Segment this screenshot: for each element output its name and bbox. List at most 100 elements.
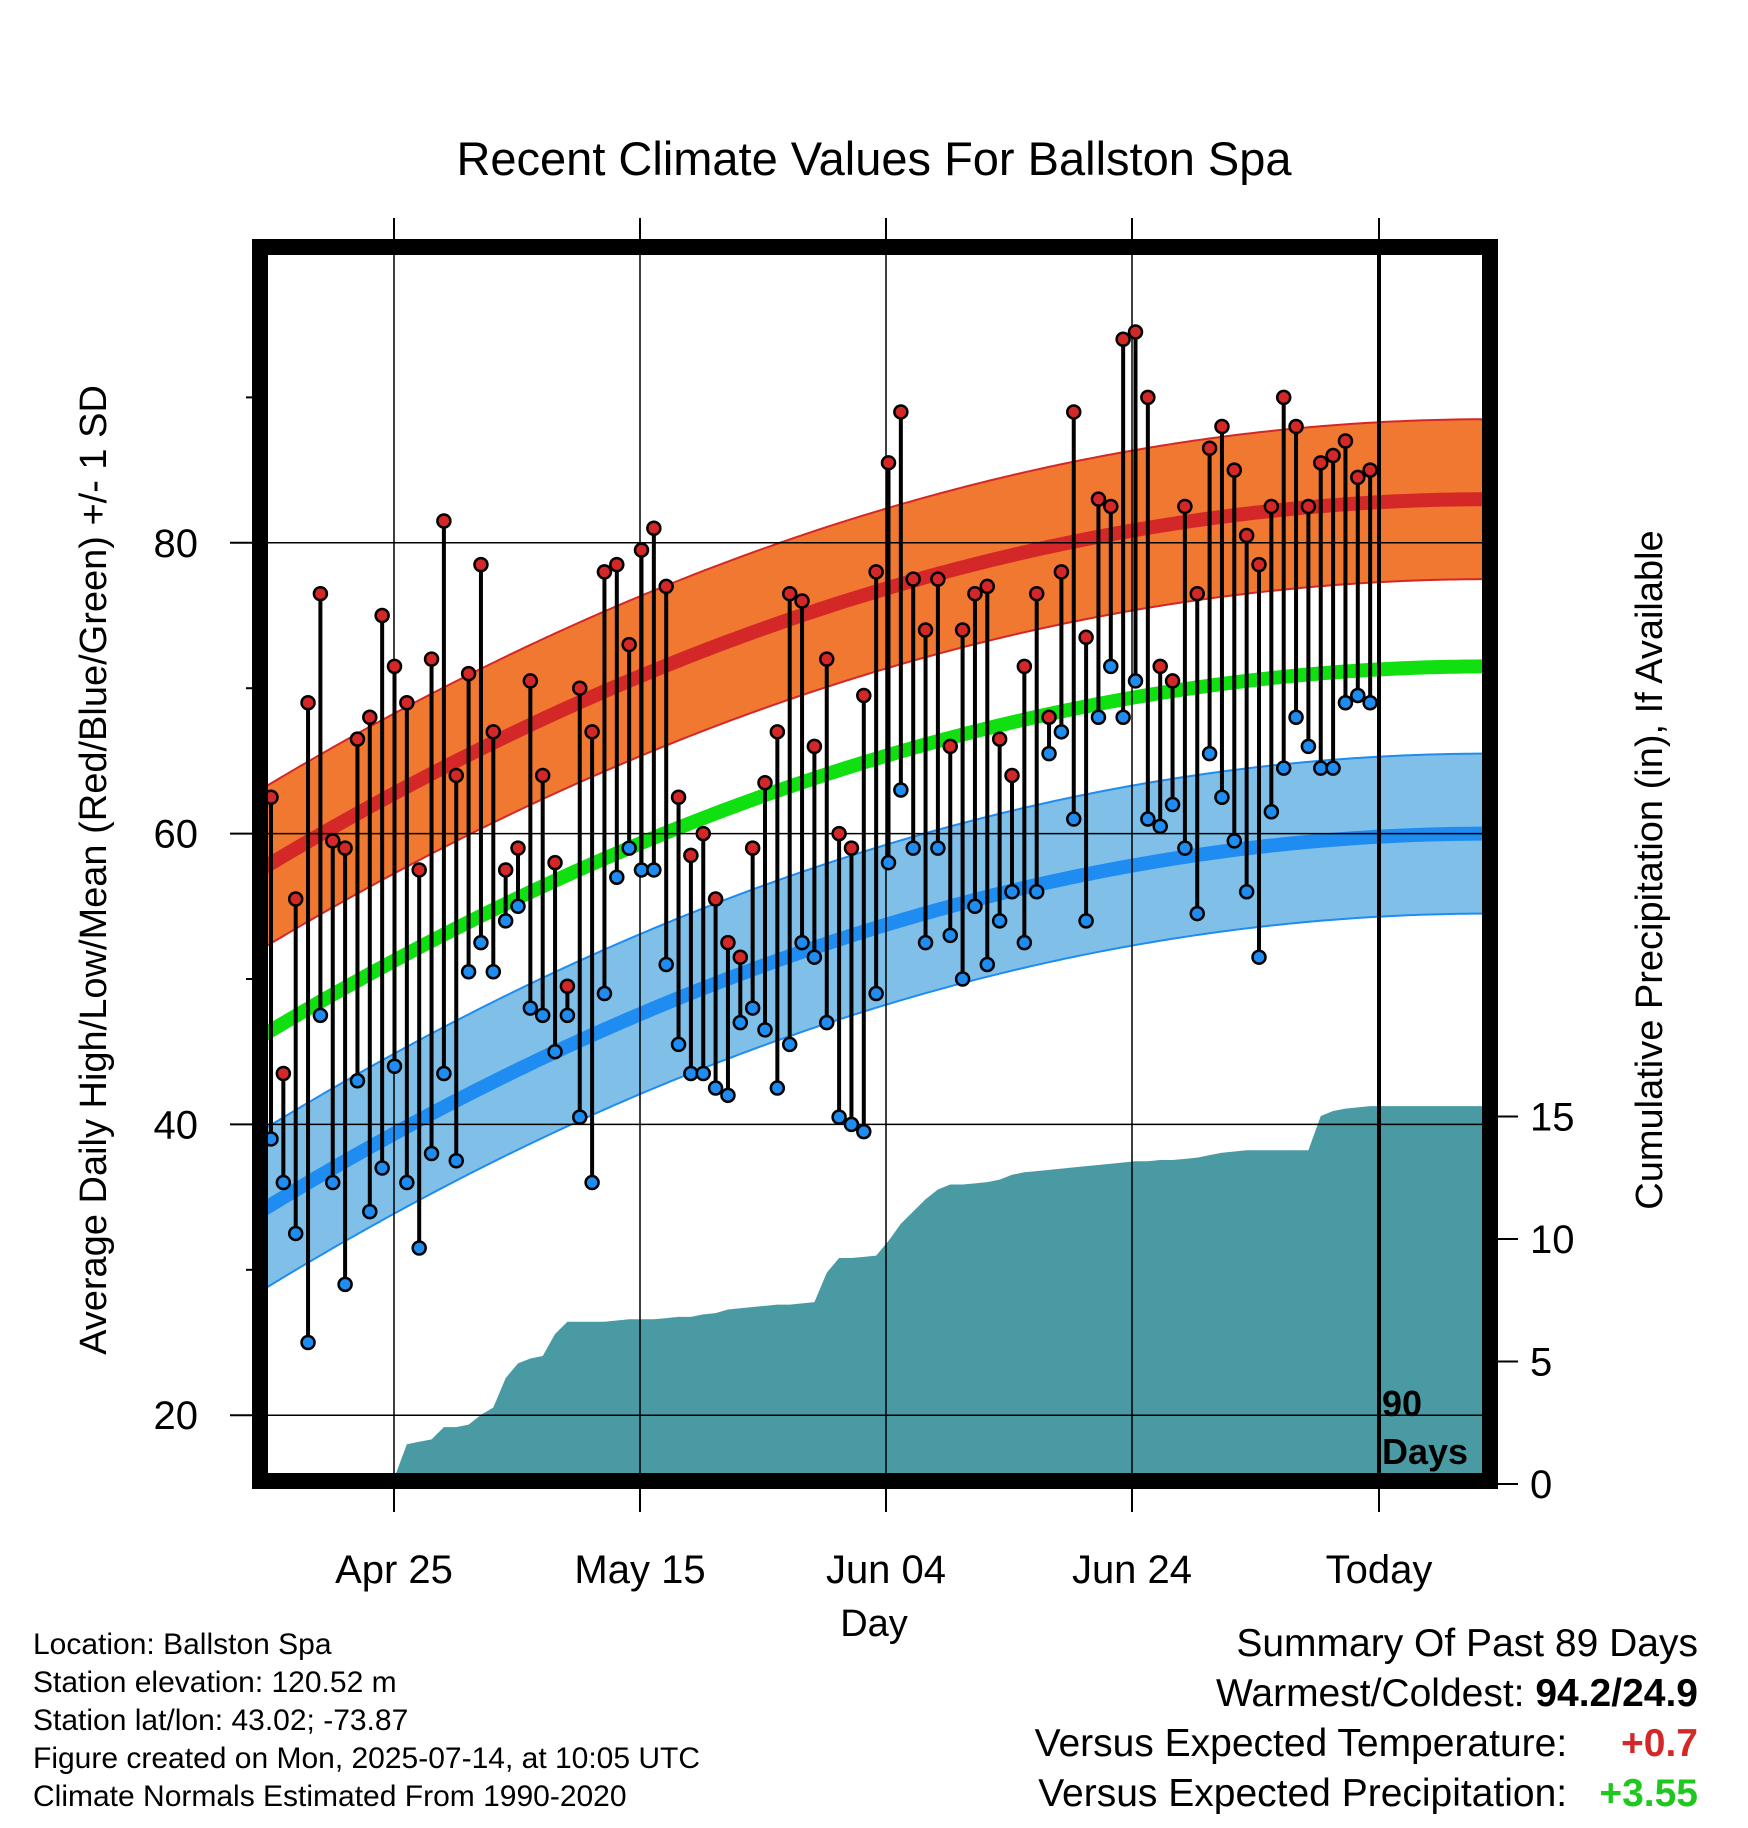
daily-high-point	[584, 724, 600, 740]
daily-high-point	[831, 825, 847, 842]
daily-high-point	[757, 774, 773, 791]
x-tick-label: May 15	[574, 1548, 705, 1592]
daily-high-point	[806, 738, 823, 755]
daily-low-point	[1313, 760, 1329, 776]
daily-high-point	[485, 724, 502, 740]
daily-low-point	[572, 1109, 588, 1125]
station-info: Location: Ballston Spa Station elevation…	[33, 1626, 700, 1816]
daily-high-point	[843, 840, 860, 856]
chart-title: Recent Climate Values For Ballston Spa	[456, 132, 1292, 185]
daily-low-point	[1103, 658, 1119, 675]
daily-high-point	[1090, 491, 1107, 507]
daily-high-point	[386, 658, 403, 675]
daily-high-point	[930, 571, 946, 587]
daily-low-point	[794, 934, 810, 951]
daily-low-point	[905, 840, 921, 856]
normals-text: Climate Normals Estimated From 1990-2020	[33, 1780, 627, 1813]
y-tick-label: 40	[154, 1103, 199, 1147]
daily-high-point	[1350, 469, 1366, 486]
daily-high-point	[572, 680, 588, 696]
daily-high-point	[423, 651, 440, 667]
daily-low-point	[510, 898, 526, 915]
today-days-label: 90	[1382, 1383, 1422, 1424]
summary-temperature: Versus Expected Temperature: +0.7	[1035, 1722, 1698, 1766]
daily-low-point	[1238, 884, 1255, 900]
daily-high-point	[683, 847, 699, 864]
daily-low-point	[720, 1087, 736, 1104]
daily-low-point	[633, 862, 650, 878]
daily-high-point	[1325, 447, 1341, 464]
daily-low-point	[683, 1065, 699, 1082]
daily-high-point	[954, 622, 971, 638]
daily-low-point	[1362, 694, 1378, 711]
normal-low-band	[260, 753, 1490, 1292]
daily-high-point	[1103, 498, 1119, 515]
y2-tick-label: 10	[1530, 1218, 1575, 1262]
daily-high-point	[411, 862, 427, 878]
daily-high-point	[275, 1065, 292, 1082]
daily-low-point	[646, 862, 662, 878]
plot-frame	[252, 239, 1498, 1489]
daily-high-point	[1041, 709, 1057, 726]
daily-low-point	[497, 913, 514, 929]
daily-low-point	[609, 869, 625, 885]
x-tick-label: Today	[1326, 1548, 1433, 1592]
temp-label: Versus Expected Temperature:	[1034, 1722, 1568, 1765]
daily-low-point	[1337, 694, 1354, 711]
daily-low-point	[399, 1174, 415, 1191]
daily-high-point	[349, 731, 366, 747]
daily-low-point	[1226, 833, 1243, 849]
daily-high-point	[856, 687, 872, 704]
daily-low-point	[868, 985, 884, 1002]
daily-low-point	[534, 1007, 551, 1024]
daily-high-point	[744, 840, 761, 856]
daily-low-point	[1275, 760, 1292, 776]
daily-high-point	[868, 564, 884, 580]
daily-high-point	[781, 585, 798, 602]
daily-low-point	[1300, 738, 1317, 755]
daily-high-point	[1152, 658, 1168, 675]
daily-low-point	[275, 1174, 292, 1191]
daily-low-point	[1288, 709, 1304, 726]
daily-high-point	[325, 833, 341, 849]
daily-high-point	[547, 854, 563, 871]
daily-high-point	[1238, 527, 1255, 544]
daily-high-point	[1313, 455, 1329, 471]
daily-high-point	[732, 949, 749, 965]
daily-high-point	[658, 578, 674, 595]
daily-low-point	[325, 1174, 341, 1191]
y-tick-label: 20	[154, 1394, 199, 1438]
daily-high-point	[695, 825, 711, 842]
daily-low-point	[930, 840, 946, 856]
daily-low-point	[362, 1203, 378, 1220]
daily-low-point	[1201, 745, 1218, 762]
temp-value: +0.7	[1621, 1722, 1698, 1765]
created-text: Figure created on Mon, 2025-07-14, at 10…	[33, 1742, 701, 1775]
daily-low-point	[1164, 796, 1181, 813]
daily-low-point	[732, 1014, 749, 1031]
daily-high-point	[1337, 433, 1354, 449]
daily-high-point	[1226, 462, 1243, 478]
daily-low-point	[423, 1145, 440, 1162]
daily-high-point	[1066, 404, 1082, 420]
summary-heading: Summary Of Past 89 Days	[1236, 1622, 1698, 1665]
daily-high-point	[300, 694, 316, 711]
daily-high-point	[510, 840, 526, 856]
y-tick-label: 80	[154, 522, 199, 566]
daily-high-point	[1053, 564, 1070, 580]
y2-axis-label: Cumulative Precipitation (in), If Availa…	[1629, 530, 1671, 1209]
location-text: Location: Ballston Spa	[33, 1628, 332, 1661]
daily-high-point	[991, 731, 1008, 747]
daily-high-point	[362, 709, 378, 726]
x-axis-label: Day	[840, 1603, 908, 1645]
daily-low-point	[473, 934, 489, 951]
daily-high-point	[609, 556, 625, 573]
daily-low-point	[1053, 724, 1070, 740]
daily-low-point	[448, 1153, 464, 1169]
daily-high-point	[646, 520, 662, 537]
daily-high-point	[312, 585, 329, 602]
daily-high-point	[399, 694, 415, 711]
daily-low-point	[547, 1043, 563, 1060]
daily-low-point	[744, 1000, 761, 1016]
